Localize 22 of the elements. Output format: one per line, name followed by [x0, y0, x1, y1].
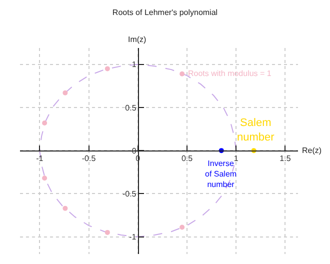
y-tick-label: -1 — [129, 232, 137, 242]
series-label: Salem number — [237, 117, 275, 144]
x-tick-label: 1.5 — [280, 154, 292, 164]
y-tick-label: 1 — [132, 60, 137, 70]
x-tick-label: -1 — [36, 154, 44, 164]
point — [180, 71, 185, 76]
point — [42, 176, 48, 181]
series-label: Roots with modulus = 1 — [188, 69, 272, 78]
point — [62, 206, 68, 211]
point — [62, 90, 68, 96]
x-tick-label: 1 — [234, 154, 239, 164]
y-tick-label: 0.5 — [125, 103, 137, 112]
x-tick-label: -0.5 — [82, 154, 96, 164]
point — [180, 224, 185, 230]
y-axis-title: Im(z) — [128, 35, 147, 44]
point — [104, 230, 110, 235]
point — [42, 120, 48, 126]
x-tick-label: 0.5 — [181, 154, 194, 164]
y-tick-label: -0.5 — [122, 189, 137, 198]
chart-title: Roots of Lehmer's polynomial — [112, 8, 218, 17]
x-axis-title: Re(z) — [302, 146, 322, 155]
point — [104, 66, 110, 72]
